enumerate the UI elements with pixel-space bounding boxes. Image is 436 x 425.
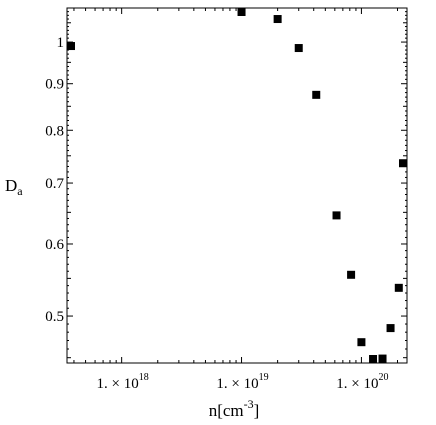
data-point [332,211,341,220]
y-axis-title-base: D [5,176,17,195]
x-tick-label: 1. × 1018 [97,372,149,392]
data-point [67,42,75,51]
y-tick-label: 0.8 [45,123,64,139]
y-axis: 1 0.9 0.8 0.7 0.6 0.5 [45,11,407,359]
data-point [312,90,321,99]
x-tick-label: 1. × 1019 [216,372,268,392]
x-tick-label-base: 1. × 10 [336,376,378,392]
x-tick-label-base: 1. × 10 [97,376,139,392]
data-point [399,159,407,168]
data-point [273,15,282,24]
y-axis-title: Da [5,176,23,198]
x-tick-label-exp: 18 [139,372,149,383]
y-tick-label: 0.7 [45,176,64,192]
data-point [237,8,246,16]
data-point [378,354,387,363]
x-tick-label: 1. × 1020 [336,372,388,392]
y-tick-label: 0.9 [45,77,64,93]
data-point [369,355,378,363]
y-tick-label: 0.6 [45,237,64,253]
x-tick-label-exp: 20 [379,372,389,383]
x-tick-label-exp: 19 [259,372,269,383]
plot-frame [66,7,408,364]
x-axis: 1. × 1018 1. × 1019 1. × 1020 [73,8,399,392]
y-tick-label: 0.5 [45,309,64,325]
data-point [357,338,366,347]
data-point [394,283,403,292]
data-point [347,270,356,279]
x-axis-title-close: ] [254,401,260,420]
data-points [67,8,407,363]
data-point [386,324,395,333]
x-axis-title-base: n[cm [209,401,244,420]
y-tick-label: 1 [57,35,65,51]
x-axis-title: n[cm-3] [209,397,260,420]
data-point [294,44,303,53]
x-axis-title-sup: -3 [244,397,254,411]
x-tick-label-base: 1. × 10 [216,376,258,392]
y-axis-title-sub: a [17,184,23,198]
